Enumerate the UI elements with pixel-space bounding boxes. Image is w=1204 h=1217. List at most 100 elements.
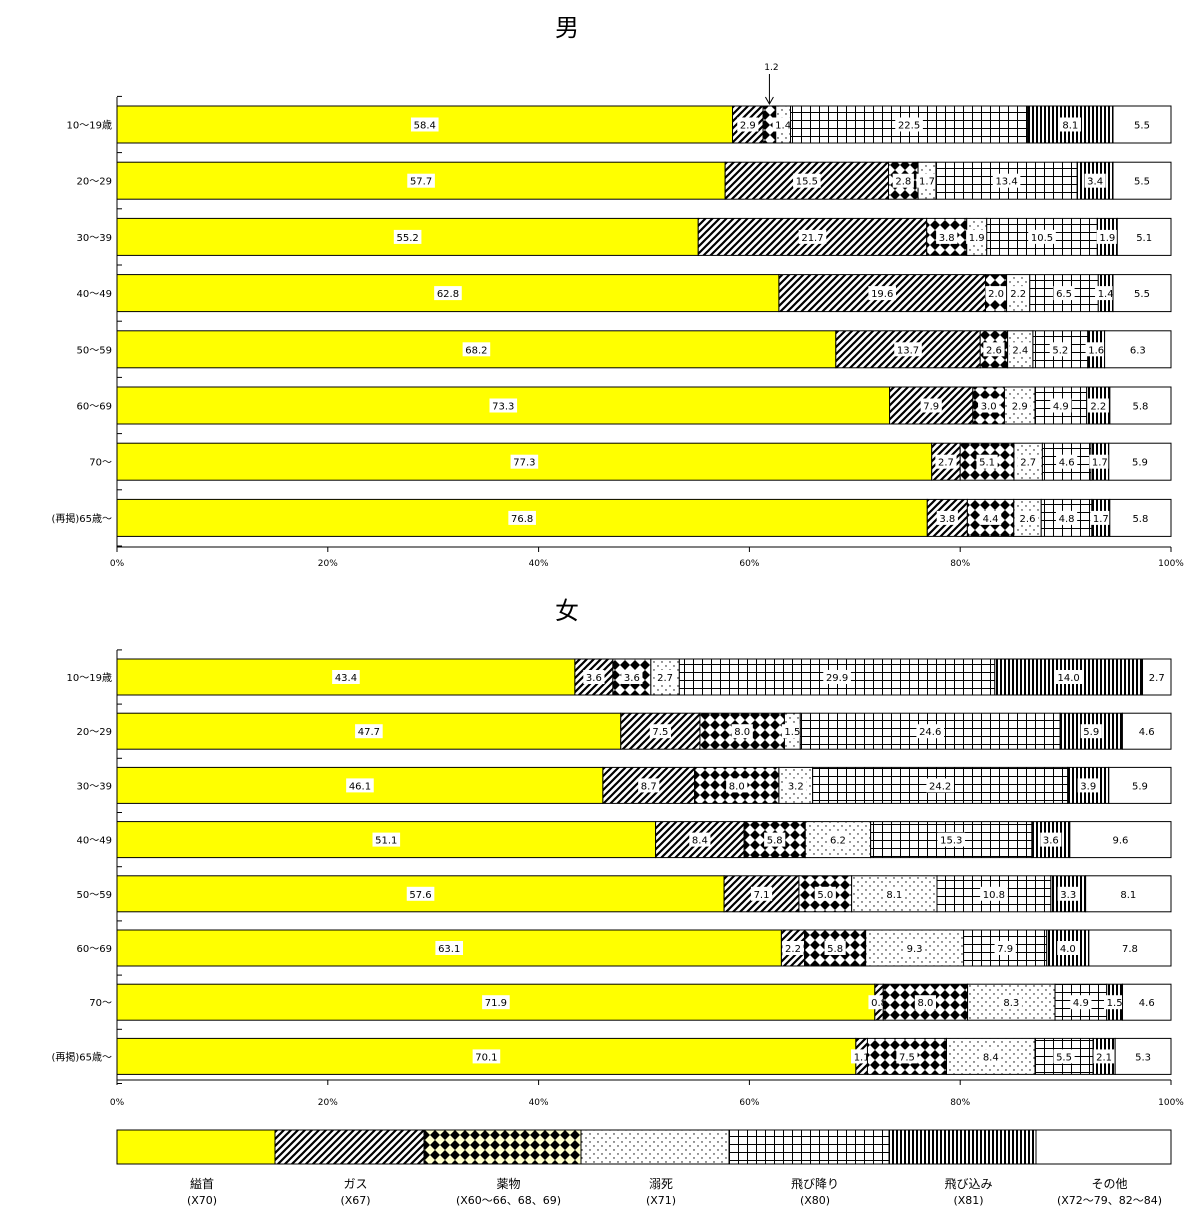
data-label: 2.6 — [1020, 514, 1036, 525]
data-label: 10.8 — [983, 890, 1005, 901]
data-label-bg — [332, 670, 360, 684]
data-label-bg — [1028, 229, 1056, 244]
data-label: 21.7 — [801, 233, 823, 244]
x-tick-label: 20% — [318, 1098, 338, 1108]
x-tick-label: 0% — [110, 1098, 125, 1108]
data-label: 9.6 — [1112, 836, 1128, 847]
legend-code: (X80) — [800, 1194, 830, 1207]
data-label: 5.2 — [1052, 345, 1068, 356]
data-label-bg — [508, 510, 536, 525]
data-label-bg — [1146, 670, 1168, 684]
data-label: 46.1 — [349, 781, 371, 792]
data-label-bg — [731, 724, 753, 739]
data-label: 5.8 — [1132, 514, 1148, 525]
data-label: 8.4 — [983, 1052, 999, 1063]
data-label-bg — [764, 832, 786, 847]
data-label-bg — [1136, 724, 1158, 739]
data-label: 8.3 — [1003, 998, 1019, 1009]
data-label-bg — [895, 117, 923, 132]
data-label: 3.3 — [1060, 890, 1076, 901]
data-label-bg — [1132, 1049, 1154, 1064]
chart-title: 男 — [555, 14, 579, 42]
data-label: 5.9 — [1132, 781, 1148, 792]
data-label: 8.0 — [729, 781, 745, 792]
x-tick-label: 80% — [950, 1098, 970, 1108]
data-label: 1.6 — [1088, 345, 1104, 356]
legend-name: 飛び込み — [944, 1177, 992, 1191]
category-label: 60～69 — [77, 402, 112, 413]
data-label-bg — [1093, 1049, 1115, 1064]
data-label-bg — [489, 398, 518, 413]
legend-swatch-jump_in — [888, 1129, 1037, 1165]
data-label: 3.9 — [1080, 781, 1096, 792]
data-label-bg — [994, 941, 1016, 955]
category-label: 20～29 — [77, 177, 112, 188]
data-label-bg — [1109, 832, 1132, 847]
data-label-bg — [785, 778, 807, 793]
data-label: 10.5 — [1031, 233, 1053, 244]
data-label-bg — [1050, 398, 1072, 413]
data-label-bg — [1129, 510, 1152, 525]
data-label-bg — [1000, 995, 1022, 1010]
data-label: 7.5 — [899, 1052, 915, 1063]
legend-name: 縊首 — [190, 1176, 214, 1191]
data-label: 6.2 — [830, 836, 846, 847]
data-label: 5.1 — [1136, 233, 1152, 244]
data-label-bg — [1136, 995, 1158, 1010]
data-label-bg — [407, 173, 435, 188]
legend-name: 溺死 — [649, 1177, 673, 1191]
data-label: 7.8 — [1122, 944, 1138, 955]
legend-code: (X67) — [340, 1194, 370, 1207]
category-label: 50～59 — [77, 890, 112, 901]
data-label: 5.5 — [1134, 289, 1150, 300]
data-label-bg — [510, 454, 539, 469]
data-label-bg — [1070, 995, 1092, 1010]
data-label-bg — [1089, 454, 1111, 469]
category-label: 20～29 — [77, 727, 112, 738]
data-label: 3.6 — [624, 673, 640, 684]
legend-name: 薬物 — [496, 1177, 520, 1191]
data-label-bg — [980, 886, 1008, 901]
data-label-bg — [793, 173, 821, 188]
data-label: 57.6 — [409, 890, 431, 901]
data-label: 5.9 — [1083, 727, 1099, 738]
data-label-bg — [979, 510, 1002, 525]
data-label-bg — [1016, 510, 1039, 525]
data-label-bg — [346, 778, 374, 793]
x-tick-label: 100% — [1158, 559, 1184, 569]
data-label-bg — [482, 995, 510, 1010]
data-label-bg — [772, 117, 794, 132]
category-label: 30～39 — [77, 233, 112, 244]
data-label: 22.5 — [898, 121, 920, 132]
data-label-bg — [1084, 173, 1106, 188]
data-label: 5.8 — [827, 944, 843, 955]
data-label-bg — [1085, 342, 1107, 357]
data-label-bg — [823, 670, 851, 684]
data-label: 5.5 — [1056, 1052, 1072, 1063]
legend-code: (X70) — [187, 1194, 217, 1207]
data-label: 62.8 — [437, 289, 459, 300]
data-label-bg — [1077, 778, 1099, 793]
category-label: (再掲)65歳～ — [51, 1051, 112, 1063]
bar-segment-gas — [655, 821, 745, 859]
chart-1: 女 0% 20% 40% 60% 80% 100% 10～19歳 43.4 3.6 3.6 2.7 29… — [51, 597, 1184, 1108]
data-label: 7.1 — [754, 890, 770, 901]
data-label-bg — [1095, 286, 1117, 301]
data-label-bg — [935, 454, 957, 469]
category-label: 40～49 — [77, 289, 112, 300]
data-label-bg — [462, 342, 491, 357]
data-label: 8.1 — [1062, 121, 1078, 132]
data-label: 5.0 — [817, 890, 833, 901]
legend-code: (X81) — [953, 1194, 983, 1207]
data-label-bg — [966, 229, 988, 244]
legend-name: 飛び降り — [791, 1177, 839, 1191]
data-label-bg — [1131, 286, 1153, 301]
data-label: 8.4 — [692, 836, 708, 847]
data-label: 1.1 — [854, 1052, 870, 1063]
chart-title: 女 — [555, 597, 579, 625]
data-label: 19.6 — [871, 289, 893, 300]
data-label: 2.6 — [986, 345, 1002, 356]
data-label: 1.4 — [775, 121, 791, 132]
data-label-bg — [1117, 886, 1139, 901]
data-label: 55.2 — [396, 233, 418, 244]
